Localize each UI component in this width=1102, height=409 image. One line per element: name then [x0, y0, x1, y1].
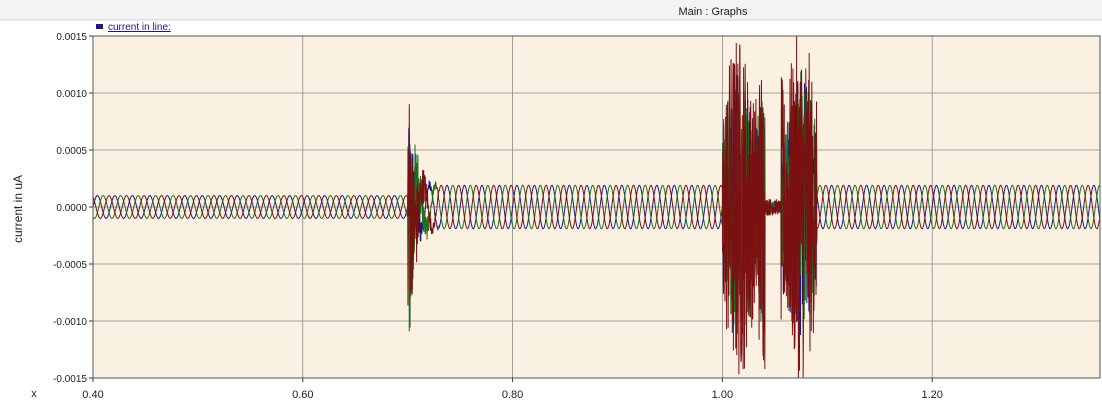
series-line-phase-B: [93, 71, 1100, 339]
plot-frame: [92, 35, 1101, 379]
y-ticks: 0.0015 0.0010 0.0005 0.0000 -0.0005 -0.0010 -0…: [53, 32, 93, 385]
x-tick-label: 0.80: [502, 389, 523, 401]
y-tick-label: 0.0005: [56, 146, 87, 157]
series-lines: [93, 36, 1100, 378]
y-axis-label: current in uA: [11, 175, 25, 243]
x-axis-prefix: x: [31, 388, 37, 400]
x-tick-label: 0.60: [292, 389, 313, 401]
title-bar: [0, 0, 1102, 20]
y-tick-label: -0.0015: [53, 374, 87, 385]
window-title: Main : Graphs: [678, 6, 748, 18]
x-tick-label: 1.00: [712, 389, 733, 401]
x-ticks: 0.40 0.60 0.80 1.00 1.20: [82, 378, 943, 401]
y-tick-label: 0.0010: [56, 89, 87, 100]
legend-swatch: [96, 24, 103, 29]
legend: current in line:: [96, 22, 171, 33]
series-line-phase-C: [93, 36, 1100, 378]
y-tick-label: 0.0000: [56, 203, 87, 214]
y-tick-label: -0.0010: [53, 317, 87, 328]
y-tick-label: -0.0005: [53, 260, 87, 271]
x-tick-label: 0.40: [82, 389, 103, 401]
legend-label[interactable]: current in line:: [108, 22, 171, 33]
x-tick-label: 1.20: [921, 389, 942, 401]
y-tick-label: 0.0015: [56, 32, 87, 43]
